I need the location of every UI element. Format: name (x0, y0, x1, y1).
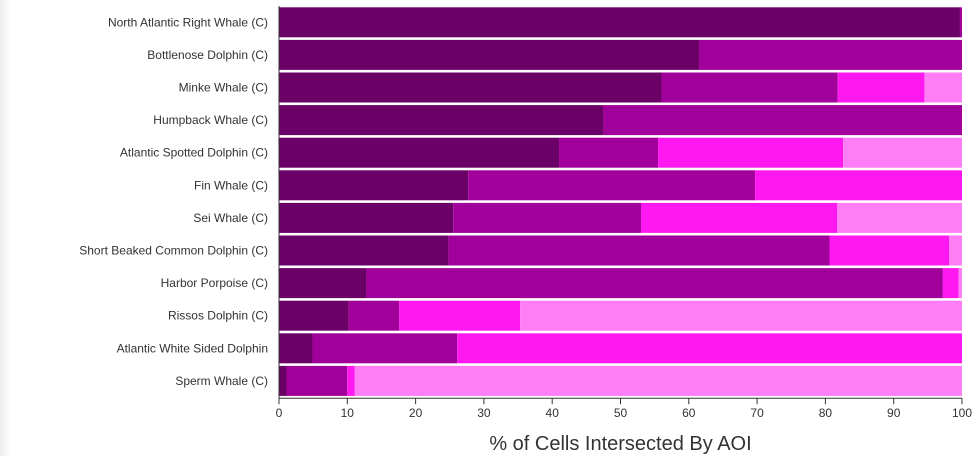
x-tick-label: 30 (477, 406, 491, 420)
bar-segment[interactable] (699, 39, 962, 70)
bar-segment[interactable] (279, 39, 700, 70)
bar-segment[interactable] (959, 7, 962, 38)
category-label: Atlantic White Sided Dolphin (117, 341, 268, 355)
bar-segment[interactable] (958, 268, 962, 299)
category-label: Minke Whale (C) (179, 81, 268, 95)
bars-layer (279, 7, 962, 396)
bar-segment[interactable] (279, 202, 454, 233)
bar-segment[interactable] (843, 137, 962, 168)
bar-segment[interactable] (453, 202, 641, 233)
bar-segment[interactable] (559, 137, 659, 168)
category-label: Bottlenose Dolphin (C) (147, 48, 268, 62)
bar-segment[interactable] (312, 333, 458, 364)
category-label: Harbor Porpoise (C) (161, 276, 268, 290)
bar-segment[interactable] (520, 300, 962, 331)
x-tick-label: 0 (276, 406, 283, 420)
bar-segment[interactable] (279, 268, 367, 299)
category-label: Humpback Whale (C) (153, 113, 268, 127)
bar-segment[interactable] (448, 235, 830, 266)
x-tick-label: 90 (887, 406, 901, 420)
x-tick-label: 80 (819, 406, 833, 420)
bar-segment[interactable] (829, 235, 950, 266)
category-label: Rissos Dolphin (C) (168, 309, 268, 323)
bar-segment[interactable] (661, 72, 838, 103)
bar-segment[interactable] (279, 105, 604, 136)
bar-segment[interactable] (279, 300, 349, 331)
bar-segment[interactable] (279, 333, 313, 364)
bar-segment[interactable] (286, 365, 348, 396)
bar-segment[interactable] (279, 365, 287, 396)
bar-segment[interactable] (603, 105, 962, 136)
bar-segment[interactable] (755, 170, 962, 201)
category-label: Atlantic Spotted Dolphin (C) (120, 146, 268, 160)
x-tick-label: 70 (750, 406, 764, 420)
x-tick-label: 10 (341, 406, 355, 420)
bar-segment[interactable] (279, 170, 469, 201)
bar-segment[interactable] (279, 235, 449, 266)
category-labels: North Atlantic Right Whale (C) Bottlenose… (79, 15, 268, 388)
bar-segment[interactable] (468, 170, 756, 201)
x-tick-label: 50 (614, 406, 628, 420)
x-axis: 0 10 20 30 40 50 60 70 80 90 100 (276, 6, 972, 420)
bar-segment[interactable] (949, 235, 962, 266)
category-label: Sperm Whale (C) (175, 374, 268, 388)
x-tick-label: 40 (546, 406, 560, 420)
x-tick-label: 20 (409, 406, 423, 420)
bar-segment[interactable] (658, 137, 844, 168)
bar-segment[interactable] (347, 365, 355, 396)
bar-segment[interactable] (457, 333, 962, 364)
x-tick-label: 100 (952, 406, 972, 420)
bar-segment[interactable] (348, 300, 400, 331)
bar-segment[interactable] (837, 72, 925, 103)
category-label: North Atlantic Right Whale (C) (108, 15, 268, 29)
bar-segment[interactable] (399, 300, 521, 331)
category-label: Fin Whale (C) (194, 178, 268, 192)
bar-segment[interactable] (837, 202, 962, 233)
bar-segment[interactable] (279, 72, 662, 103)
x-tick-label: 60 (682, 406, 696, 420)
bar-segment[interactable] (924, 72, 962, 103)
bar-segment[interactable] (640, 202, 838, 233)
bar-segment[interactable] (279, 7, 960, 38)
bar-segment[interactable] (366, 268, 943, 299)
bar-segment[interactable] (354, 365, 962, 396)
left-panel-edge (0, 0, 10, 456)
category-label: Sei Whale (C) (193, 211, 268, 225)
bar-segment[interactable] (279, 137, 560, 168)
bar-segment[interactable] (942, 268, 959, 299)
x-axis-title: % of Cells Intersected By AOI (489, 433, 751, 455)
category-label: Short Beaked Common Dolphin (C) (79, 244, 268, 258)
